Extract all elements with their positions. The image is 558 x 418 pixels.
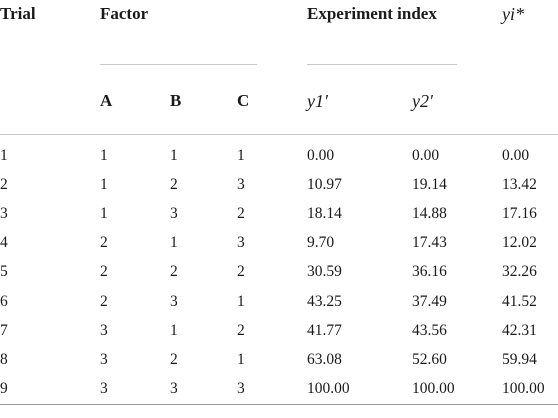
cell-y1: 41.77	[307, 321, 342, 339]
table-row: 6 2 3 1 43.25 37.49 41.52	[0, 287, 558, 316]
cell-y2: 37.49	[412, 292, 447, 310]
cell-yi: 17.16	[502, 204, 537, 222]
header-y2: y2′	[412, 64, 503, 135]
cell-factor-c: 3	[237, 374, 307, 405]
cell-factor-b: 2	[170, 350, 178, 368]
cell-factor-c: 2	[237, 204, 245, 222]
experiment-index-group-rule	[307, 64, 457, 65]
cell-y1: 18.14	[307, 204, 342, 222]
cell-trial: 5	[0, 263, 8, 281]
cell-yi: 42.31	[502, 321, 537, 339]
table-body: 1 1 1 1 0.00 0.00 0.00 2 1 2 3 10.97 19.14 13.42 3 1 3 2 1…	[0, 135, 558, 405]
cell-yi: 100.00	[502, 374, 558, 405]
cell-factor-b: 3	[170, 204, 178, 222]
cell-trial: 3	[0, 204, 8, 222]
cell-factor-c: 2	[237, 321, 245, 339]
table-row: 5 2 2 2 30.59 36.16 32.26	[0, 258, 558, 287]
cell-factor-b: 2	[170, 175, 178, 193]
cell-factor-c: 1	[237, 292, 245, 310]
cell-trial: 8	[0, 350, 8, 368]
cell-yi: 41.52	[502, 292, 537, 310]
cell-factor-a: 2	[100, 263, 108, 281]
cell-y2: 52.60	[412, 350, 447, 368]
table-row: 2 1 2 3 10.97 19.14 13.42	[0, 170, 558, 199]
table-row: 8 3 2 1 63.08 52.60 59.94	[0, 345, 558, 374]
cell-yi: 12.02	[502, 234, 537, 252]
cell-factor-a: 3	[100, 321, 108, 339]
cell-y1: 100.00	[307, 374, 412, 405]
header-trial: Trial	[0, 4, 36, 23]
header-trial-blank	[0, 64, 100, 135]
cell-factor-b: 2	[170, 263, 178, 281]
table-row: 3 1 3 2 18.14 14.88 17.16	[0, 199, 558, 228]
cell-trial: 2	[0, 175, 8, 193]
cell-y1: 30.59	[307, 263, 342, 281]
header-factor-b: B	[170, 64, 237, 135]
cell-y1: 10.97	[307, 175, 342, 193]
cell-factor-b: 1	[170, 321, 178, 339]
header-yi: yi*	[502, 4, 525, 24]
factor-group-rule	[100, 64, 257, 65]
table-row: 7 3 1 2 41.77 43.56 42.31	[0, 316, 558, 345]
cell-factor-c: 3	[237, 175, 245, 193]
cell-y2: 14.88	[412, 204, 447, 222]
cell-y1: 63.08	[307, 350, 342, 368]
cell-trial: 7	[0, 321, 8, 339]
cell-factor-c: 2	[237, 263, 245, 281]
cell-factor-a: 3	[100, 350, 108, 368]
cell-yi: 13.42	[502, 175, 537, 193]
cell-factor-b: 1	[170, 146, 178, 164]
cell-factor-b: 3	[170, 374, 237, 405]
header-factor-a: A	[100, 64, 170, 135]
cell-y1: 43.25	[307, 292, 342, 310]
cell-yi: 0.00	[502, 146, 530, 164]
cell-y2: 43.56	[412, 321, 447, 339]
cell-y2: 17.43	[412, 234, 447, 252]
cell-y2: 19.14	[412, 175, 447, 193]
cell-trial: 6	[0, 292, 8, 310]
cell-y1: 0.00	[307, 146, 335, 164]
cell-factor-a: 3	[100, 374, 170, 405]
cell-factor-a: 2	[100, 292, 108, 310]
cell-yi: 59.94	[502, 350, 537, 368]
table-row: 4 2 1 3 9.70 17.43 12.02	[0, 229, 558, 258]
cell-y2: 0.00	[412, 146, 440, 164]
cell-y1: 9.70	[307, 234, 335, 252]
cell-factor-a: 2	[100, 234, 108, 252]
header-experiment-index: Experiment index	[307, 4, 437, 23]
cell-factor-a: 1	[100, 146, 108, 164]
cell-factor-a: 1	[100, 204, 108, 222]
cell-trial: 1	[0, 146, 8, 164]
cell-factor-c: 1	[237, 146, 245, 164]
cell-factor-c: 3	[237, 234, 245, 252]
header-factor: Factor	[100, 4, 149, 23]
header-yi-blank	[502, 64, 558, 135]
cell-factor-a: 1	[100, 175, 108, 193]
cell-factor-b: 1	[170, 234, 178, 252]
cell-y2: 100.00	[412, 374, 503, 405]
header-factor-c: C	[237, 64, 307, 135]
header-y1: y1′	[307, 64, 412, 135]
cell-y2: 36.16	[412, 263, 447, 281]
table-row: 9 3 3 3 100.00 100.00 100.00	[0, 374, 558, 405]
orthogonal-experiment-table: Trial Factor Experiment index yi* A B C …	[0, 4, 558, 405]
cell-trial: 4	[0, 234, 8, 252]
cell-factor-b: 3	[170, 292, 178, 310]
cell-trial: 9	[0, 374, 100, 405]
cell-yi: 32.26	[502, 263, 537, 281]
table-row: 1 1 1 1 0.00 0.00 0.00	[0, 135, 558, 171]
cell-factor-c: 1	[237, 350, 245, 368]
